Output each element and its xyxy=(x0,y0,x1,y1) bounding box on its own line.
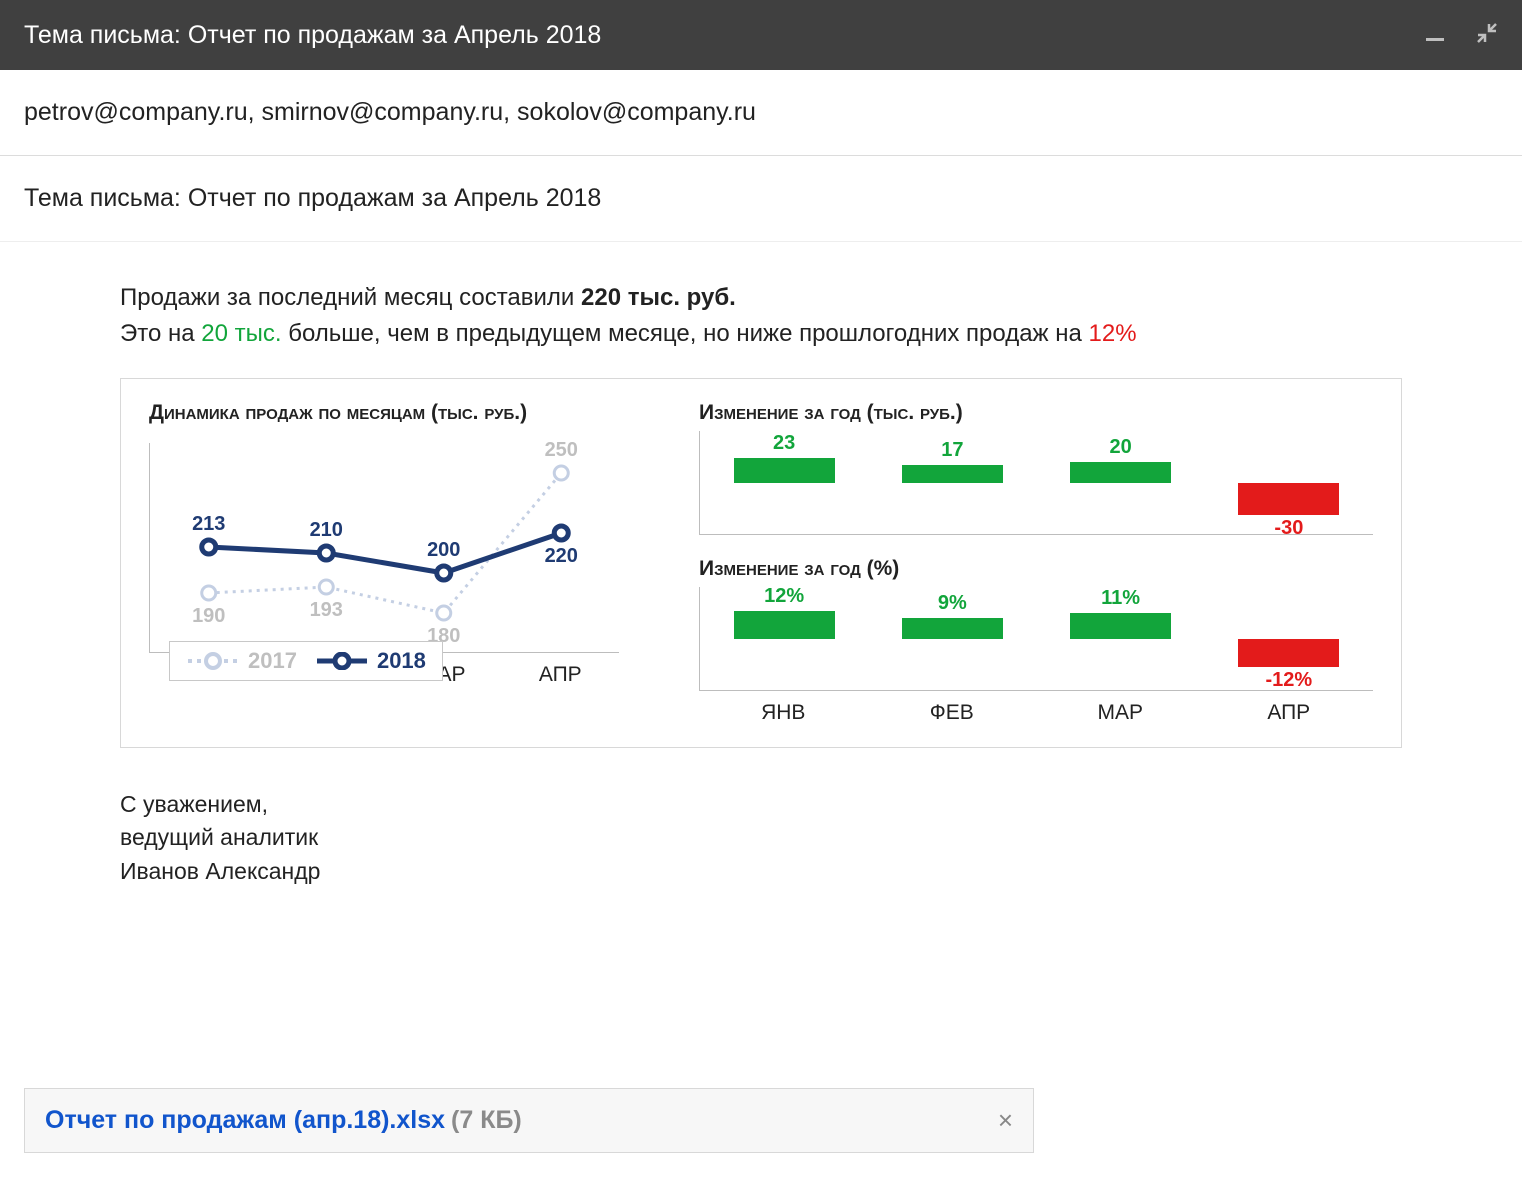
bar-rect xyxy=(902,618,1003,639)
right-charts: Изменение за год (тыс. руб.) 231720-30 И… xyxy=(699,401,1373,725)
change-pct-plot: 12%9%11% -12% xyxy=(699,587,1373,691)
attachment-size: (7 КБ) xyxy=(451,1106,522,1135)
bar-cell: 11% xyxy=(1037,587,1205,690)
line-chart-title: Динамика продаж по месяцам (тыс. руб.) xyxy=(149,401,639,425)
attachment-name: Отчет по продажам (апр.18).xlsx xyxy=(45,1106,445,1135)
change-abs-title: Изменение за год (тыс. руб.) xyxy=(699,401,1373,425)
close-icon[interactable]: × xyxy=(998,1105,1013,1136)
bar-label: 23 xyxy=(700,432,868,455)
minimize-icon[interactable] xyxy=(1424,20,1446,51)
window-titlebar: Тема письма: Отчет по продажам за Апрель… xyxy=(0,0,1522,70)
email-body: Продажи за последний месяц составили 220… xyxy=(0,242,1522,1088)
bar-cell: 9% xyxy=(868,587,1036,690)
datalabel: 213 xyxy=(192,513,225,536)
window-title: Тема письма: Отчет по продажам за Апрель… xyxy=(24,21,1424,50)
datalabel: 250 xyxy=(545,439,578,462)
x-category: ФЕВ xyxy=(868,701,1037,725)
datalabel: 193 xyxy=(310,599,343,622)
line-chart: Динамика продаж по месяцам (тыс. руб.) 1… xyxy=(149,401,639,725)
bar-cell: -12% xyxy=(1205,587,1373,690)
sign-l2: ведущий аналитик xyxy=(120,824,318,850)
lead-text: Продажи за последний месяц составили 220… xyxy=(120,280,1402,352)
legend-2018: 2018 xyxy=(315,648,426,674)
datalabel: 190 xyxy=(192,605,225,628)
collapse-icon[interactable] xyxy=(1476,20,1498,51)
bar-label: 12% xyxy=(700,585,868,608)
lead-2a: Это на xyxy=(120,320,201,347)
bar-rect xyxy=(1070,462,1171,483)
datalabel: 210 xyxy=(310,519,343,542)
bar-label: -12% xyxy=(1205,669,1373,692)
charts-panel: Динамика продаж по месяцам (тыс. руб.) 1… xyxy=(120,378,1402,748)
x-category: АПР xyxy=(1205,701,1374,725)
lead-1-bold: 220 тыс. руб. xyxy=(581,284,736,311)
legend-2018-label: 2018 xyxy=(377,648,426,674)
lead-2-red: 12% xyxy=(1089,320,1137,347)
bar-rect xyxy=(1238,639,1339,667)
datalabel: 220 xyxy=(545,545,578,568)
bar-rect xyxy=(734,611,835,639)
bar-label: 17 xyxy=(868,439,1036,462)
right-xaxis: ЯНВФЕВМАРАПР xyxy=(699,701,1373,725)
datalabel: 200 xyxy=(427,539,460,562)
signature: С уважением, ведущий аналитик Иванов Але… xyxy=(120,788,1402,888)
sign-l3: Иванов Александр xyxy=(120,858,320,884)
line-chart-legend: 2017 2018 xyxy=(169,641,443,681)
bar-rect xyxy=(1070,613,1171,639)
bar-cell: 20 xyxy=(1037,431,1205,534)
bar-label: 9% xyxy=(868,592,1036,615)
lead-2-green: 20 тыс. xyxy=(201,320,281,347)
attachment-chip[interactable]: Отчет по продажам (апр.18).xlsx (7 КБ) × xyxy=(24,1088,1034,1153)
line-chart-plot: 190193180250213210200220 xyxy=(149,443,619,653)
bar-label: 20 xyxy=(1037,436,1205,459)
x-category: ЯНВ xyxy=(699,701,868,725)
bar-rect xyxy=(734,458,835,483)
change-abs-plot: 231720-30 xyxy=(699,431,1373,535)
x-category: МАР xyxy=(1036,701,1205,725)
recipients-field[interactable]: petrov@company.ru, smirnov@company.ru, s… xyxy=(0,70,1522,156)
change-pct-title: Изменение за год (%) xyxy=(699,557,1373,581)
bar-label: 11% xyxy=(1037,587,1205,610)
window-controls xyxy=(1424,20,1498,51)
legend-2017-label: 2017 xyxy=(248,648,297,674)
bar-cell: 12% xyxy=(700,587,868,690)
bar-label: -30 xyxy=(1205,517,1373,540)
lead-2b: больше, чем в предыдущем месяце, но ниже… xyxy=(282,320,1089,347)
bar-cell: -30 xyxy=(1205,431,1373,534)
bar-rect xyxy=(902,465,1003,483)
x-category: АПР xyxy=(502,663,620,687)
subject-field[interactable]: Тема письма: Отчет по продажам за Апрель… xyxy=(0,156,1522,242)
bar-rect xyxy=(1238,483,1339,515)
lead-1a: Продажи за последний месяц составили xyxy=(120,284,581,311)
sign-l1: С уважением, xyxy=(120,791,268,817)
bar-cell: 23 xyxy=(700,431,868,534)
legend-2017: 2017 xyxy=(186,648,297,674)
bar-cell: 17 xyxy=(868,431,1036,534)
